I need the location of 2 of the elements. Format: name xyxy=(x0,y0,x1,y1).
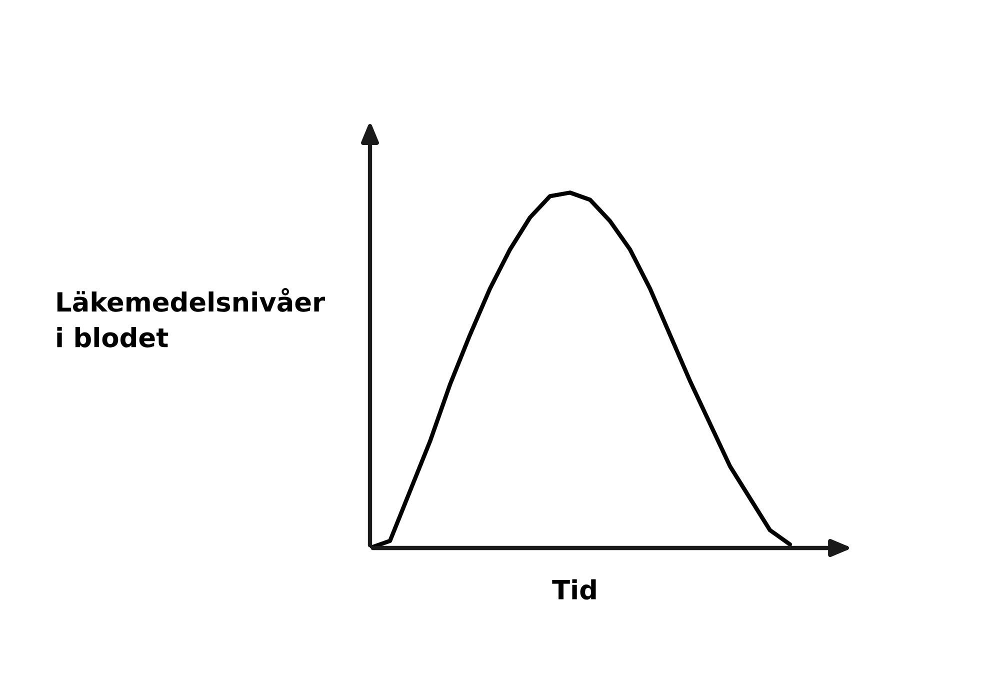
y-axis-title: Läkemedelsnivåer i blodet xyxy=(57,288,325,348)
x-axis-title: Tid xyxy=(552,579,596,600)
